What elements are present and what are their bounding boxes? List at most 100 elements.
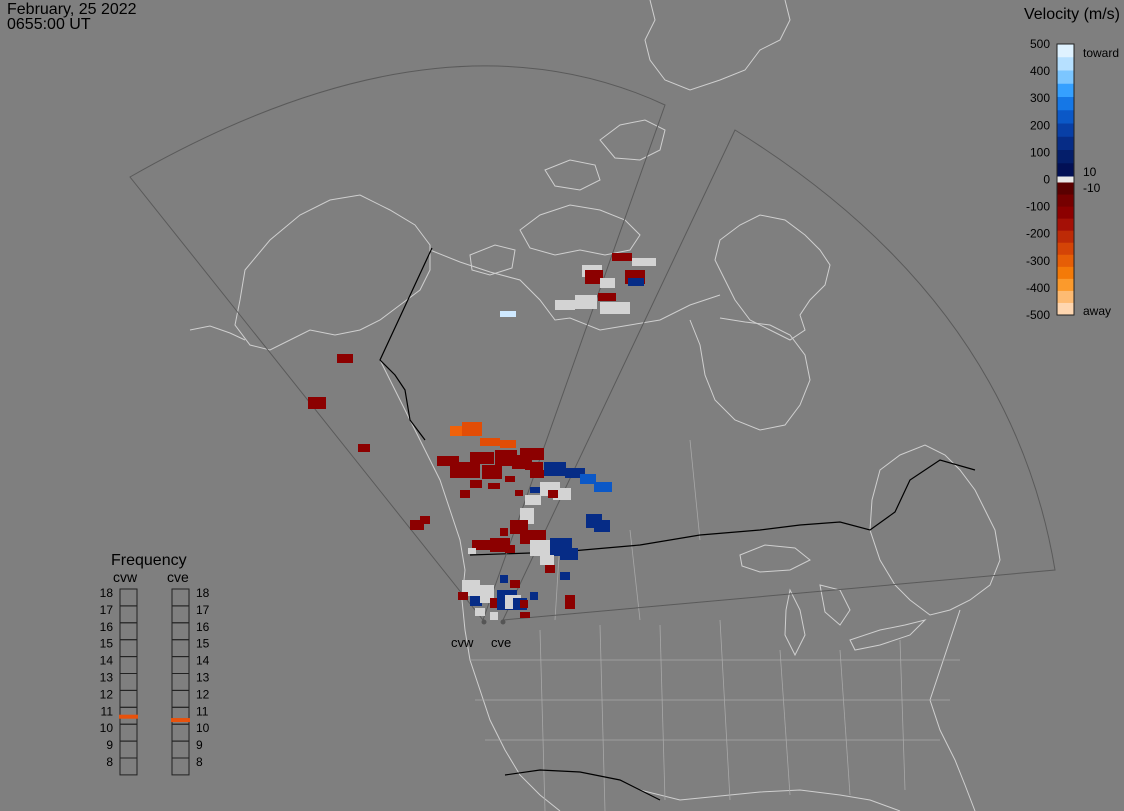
frequency-level-right: 14 bbox=[196, 654, 210, 668]
velocity-cell bbox=[490, 598, 500, 608]
velocity-threshold-pos: 10 bbox=[1083, 165, 1097, 179]
frequency-level-left: 10 bbox=[100, 721, 114, 735]
velocity-cell bbox=[598, 293, 616, 301]
frequency-columns: 18 18 17 17 16 16 15 15 14 14 13 13 12 12 11 11 10 10 9 9 8 8 bbox=[100, 586, 210, 776]
state-grid-v3 bbox=[659, 624, 666, 801]
velocity-swatch-away bbox=[1057, 194, 1074, 208]
us-canada-border bbox=[469, 459, 976, 556]
frequency-level-left: 14 bbox=[100, 654, 114, 668]
velocity-tick-label: -300 bbox=[1026, 254, 1050, 268]
labrador-coast bbox=[869, 444, 1001, 616]
velocity-cell bbox=[462, 422, 482, 436]
frequency-cell bbox=[171, 673, 190, 691]
time-label: 0655:00 UT bbox=[7, 16, 91, 33]
velocity-cell bbox=[500, 575, 508, 583]
velocity-cell bbox=[482, 465, 502, 479]
velocity-cell bbox=[505, 476, 515, 482]
state-grid-v7 bbox=[899, 639, 906, 791]
velocity-cell bbox=[515, 490, 523, 496]
velocity-cell bbox=[500, 528, 508, 536]
velocity-cell bbox=[600, 278, 615, 288]
cve-fov bbox=[502, 129, 1056, 621]
frequency-cell bbox=[171, 723, 190, 742]
state-grid-v2 bbox=[599, 624, 606, 811]
station-label-cvw: cvw bbox=[451, 635, 474, 650]
frequency-cell bbox=[171, 656, 190, 674]
velocity-cell bbox=[575, 295, 597, 309]
velocity-colorbar-swatches bbox=[1057, 44, 1074, 316]
state-province-borders bbox=[470, 439, 960, 811]
velocity-cell bbox=[495, 450, 517, 466]
date-label: February, 25 2022 bbox=[7, 1, 137, 18]
aleutians bbox=[189, 325, 246, 341]
hudson-bay bbox=[689, 317, 811, 431]
frequency-cell bbox=[119, 757, 138, 776]
station-marker-cvw bbox=[481, 619, 487, 625]
velocity-cell bbox=[530, 592, 538, 600]
frequency-cell bbox=[119, 588, 138, 607]
velocity-tick-label: -500 bbox=[1026, 308, 1050, 322]
velocity-swatch-toward bbox=[1057, 110, 1074, 124]
frequency-cell bbox=[171, 639, 190, 658]
frequency-panel: Frequency cvw cve 18 18 17 17 16 16 15 15 14 14 13… bbox=[100, 552, 210, 776]
velocity-tick-labels: 500 400 300 200 100 0 -100 -200 -300 -400 -500 bbox=[1026, 37, 1050, 322]
frequency-radar-cvw: cvw bbox=[113, 569, 138, 585]
velocity-cells bbox=[308, 253, 656, 620]
velocity-cell bbox=[410, 520, 424, 530]
velocity-cell bbox=[472, 540, 492, 550]
gulf-coast bbox=[639, 789, 901, 811]
frequency-level-right: 11 bbox=[196, 704, 209, 718]
velocity-swatch-away bbox=[1057, 182, 1074, 196]
velocity-tick-label: 200 bbox=[1030, 118, 1050, 132]
international-borders bbox=[379, 247, 976, 801]
velocity-tick-label: 500 bbox=[1030, 37, 1050, 51]
frequency-level-left: 13 bbox=[100, 671, 114, 685]
velocity-cell bbox=[450, 426, 468, 436]
frequency-title: Frequency bbox=[111, 552, 187, 569]
frequency-cell bbox=[171, 689, 190, 708]
velocity-tick-label: 400 bbox=[1030, 64, 1050, 78]
velocity-swatch-toward bbox=[1057, 123, 1074, 138]
velocity-cell bbox=[520, 600, 528, 608]
baffin-island-coast bbox=[714, 214, 831, 341]
velocity-swatch-away bbox=[1057, 302, 1074, 316]
great-lakes-erie-ontario bbox=[849, 619, 927, 651]
velocity-swatch-away bbox=[1057, 230, 1074, 244]
frequency-cell bbox=[119, 689, 138, 708]
velocity-swatch-toward bbox=[1057, 150, 1074, 164]
state-grid-v1 bbox=[539, 629, 546, 811]
frequency-level-right: 18 bbox=[196, 586, 210, 600]
velocity-cell bbox=[337, 354, 353, 363]
velocity-cell bbox=[580, 474, 596, 484]
velocity-cell bbox=[475, 608, 485, 616]
velocity-swatch-toward bbox=[1057, 97, 1074, 111]
velocity-cell bbox=[530, 487, 540, 493]
velocity-cell bbox=[565, 595, 575, 609]
station-marker-cve bbox=[500, 619, 506, 625]
frequency-level-right: 9 bbox=[196, 738, 203, 752]
velocity-cell bbox=[308, 397, 326, 409]
velocity-cell bbox=[470, 480, 482, 488]
coastlines bbox=[189, 0, 1001, 811]
province-line-3 bbox=[689, 439, 701, 541]
arctic-islands-3 bbox=[544, 159, 601, 191]
velocity-cell bbox=[560, 572, 570, 580]
frequency-level-left: 8 bbox=[106, 755, 113, 769]
frequency-cell bbox=[171, 622, 190, 641]
velocity-swatch-away bbox=[1057, 266, 1074, 280]
velocity-scale-title: Velocity (m/s) bbox=[1023, 6, 1120, 23]
frequency-level-left: 15 bbox=[100, 637, 114, 651]
frequency-level-right: 17 bbox=[196, 603, 210, 617]
velocity-cell bbox=[525, 462, 543, 470]
velocity-cell bbox=[490, 612, 498, 620]
frequency-level-right: 16 bbox=[196, 620, 210, 634]
velocity-swatch-away bbox=[1057, 254, 1074, 268]
velocity-swatch-toward bbox=[1057, 83, 1074, 98]
frequency-cell bbox=[171, 605, 190, 624]
velocity-cell bbox=[565, 468, 585, 478]
great-lakes-superior bbox=[739, 544, 811, 573]
frequency-level-right: 12 bbox=[196, 687, 210, 701]
velocity-cell bbox=[470, 596, 482, 606]
velocity-cell bbox=[437, 456, 459, 466]
